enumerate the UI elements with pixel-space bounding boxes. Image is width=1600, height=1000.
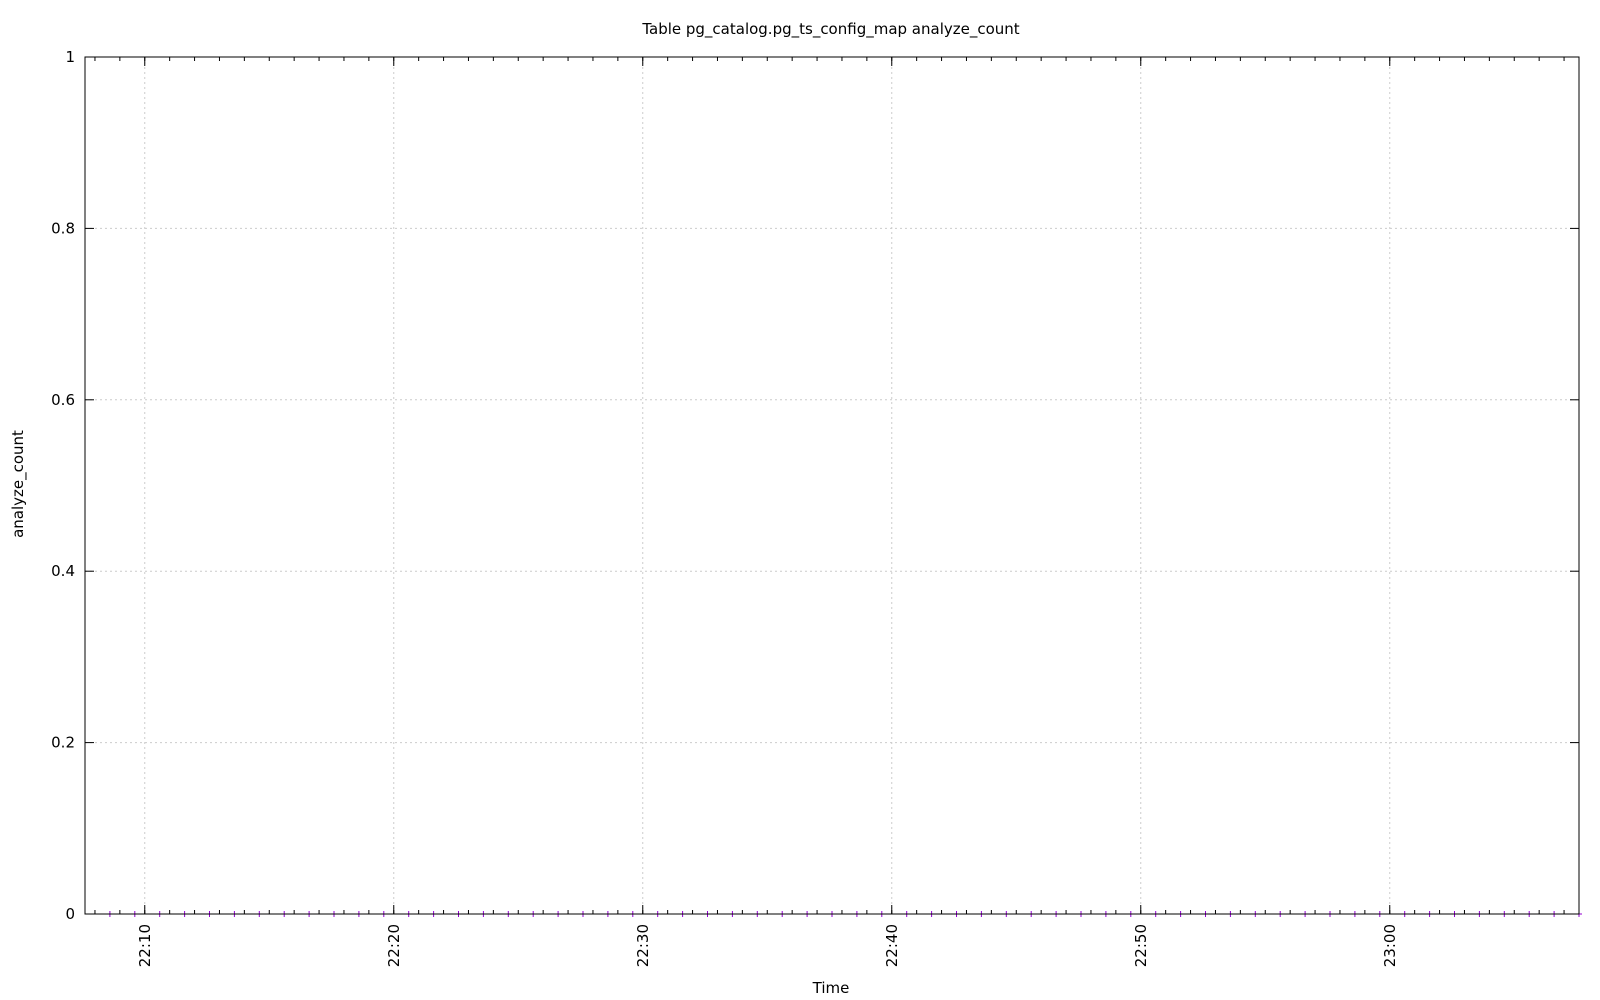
tick-labels: 0 0.2 0.4 0.6 0.8 1 22:10 22:20 22:30 22:40 22:50 2… xyxy=(51,48,1399,967)
x-tick-label: 22:20 xyxy=(385,924,403,967)
y-tick-label: 1 xyxy=(65,48,75,66)
y-tick-label: 0.8 xyxy=(51,219,75,237)
y-tick-label: 0.4 xyxy=(51,562,75,580)
x-tick-label: 22:50 xyxy=(1132,924,1150,967)
plot-frame xyxy=(84,56,1580,915)
x-axis-label: Time xyxy=(812,979,850,997)
y-axis-label: analyze_count xyxy=(9,430,28,538)
y-tick-label: 0.6 xyxy=(51,391,75,409)
axis-ticks xyxy=(85,56,1579,915)
chart-title: Table pg_catalog.pg_ts_config_map analyz… xyxy=(641,20,1019,39)
grid xyxy=(85,57,1579,914)
x-tick-label: 22:40 xyxy=(883,924,901,967)
x-tick-label: 22:10 xyxy=(136,924,154,967)
y-tick-label: 0.2 xyxy=(51,734,75,752)
x-tick-label: 23:00 xyxy=(1381,924,1399,967)
x-tick-label: 22:30 xyxy=(634,924,652,967)
y-tick-label: 0 xyxy=(65,905,75,923)
